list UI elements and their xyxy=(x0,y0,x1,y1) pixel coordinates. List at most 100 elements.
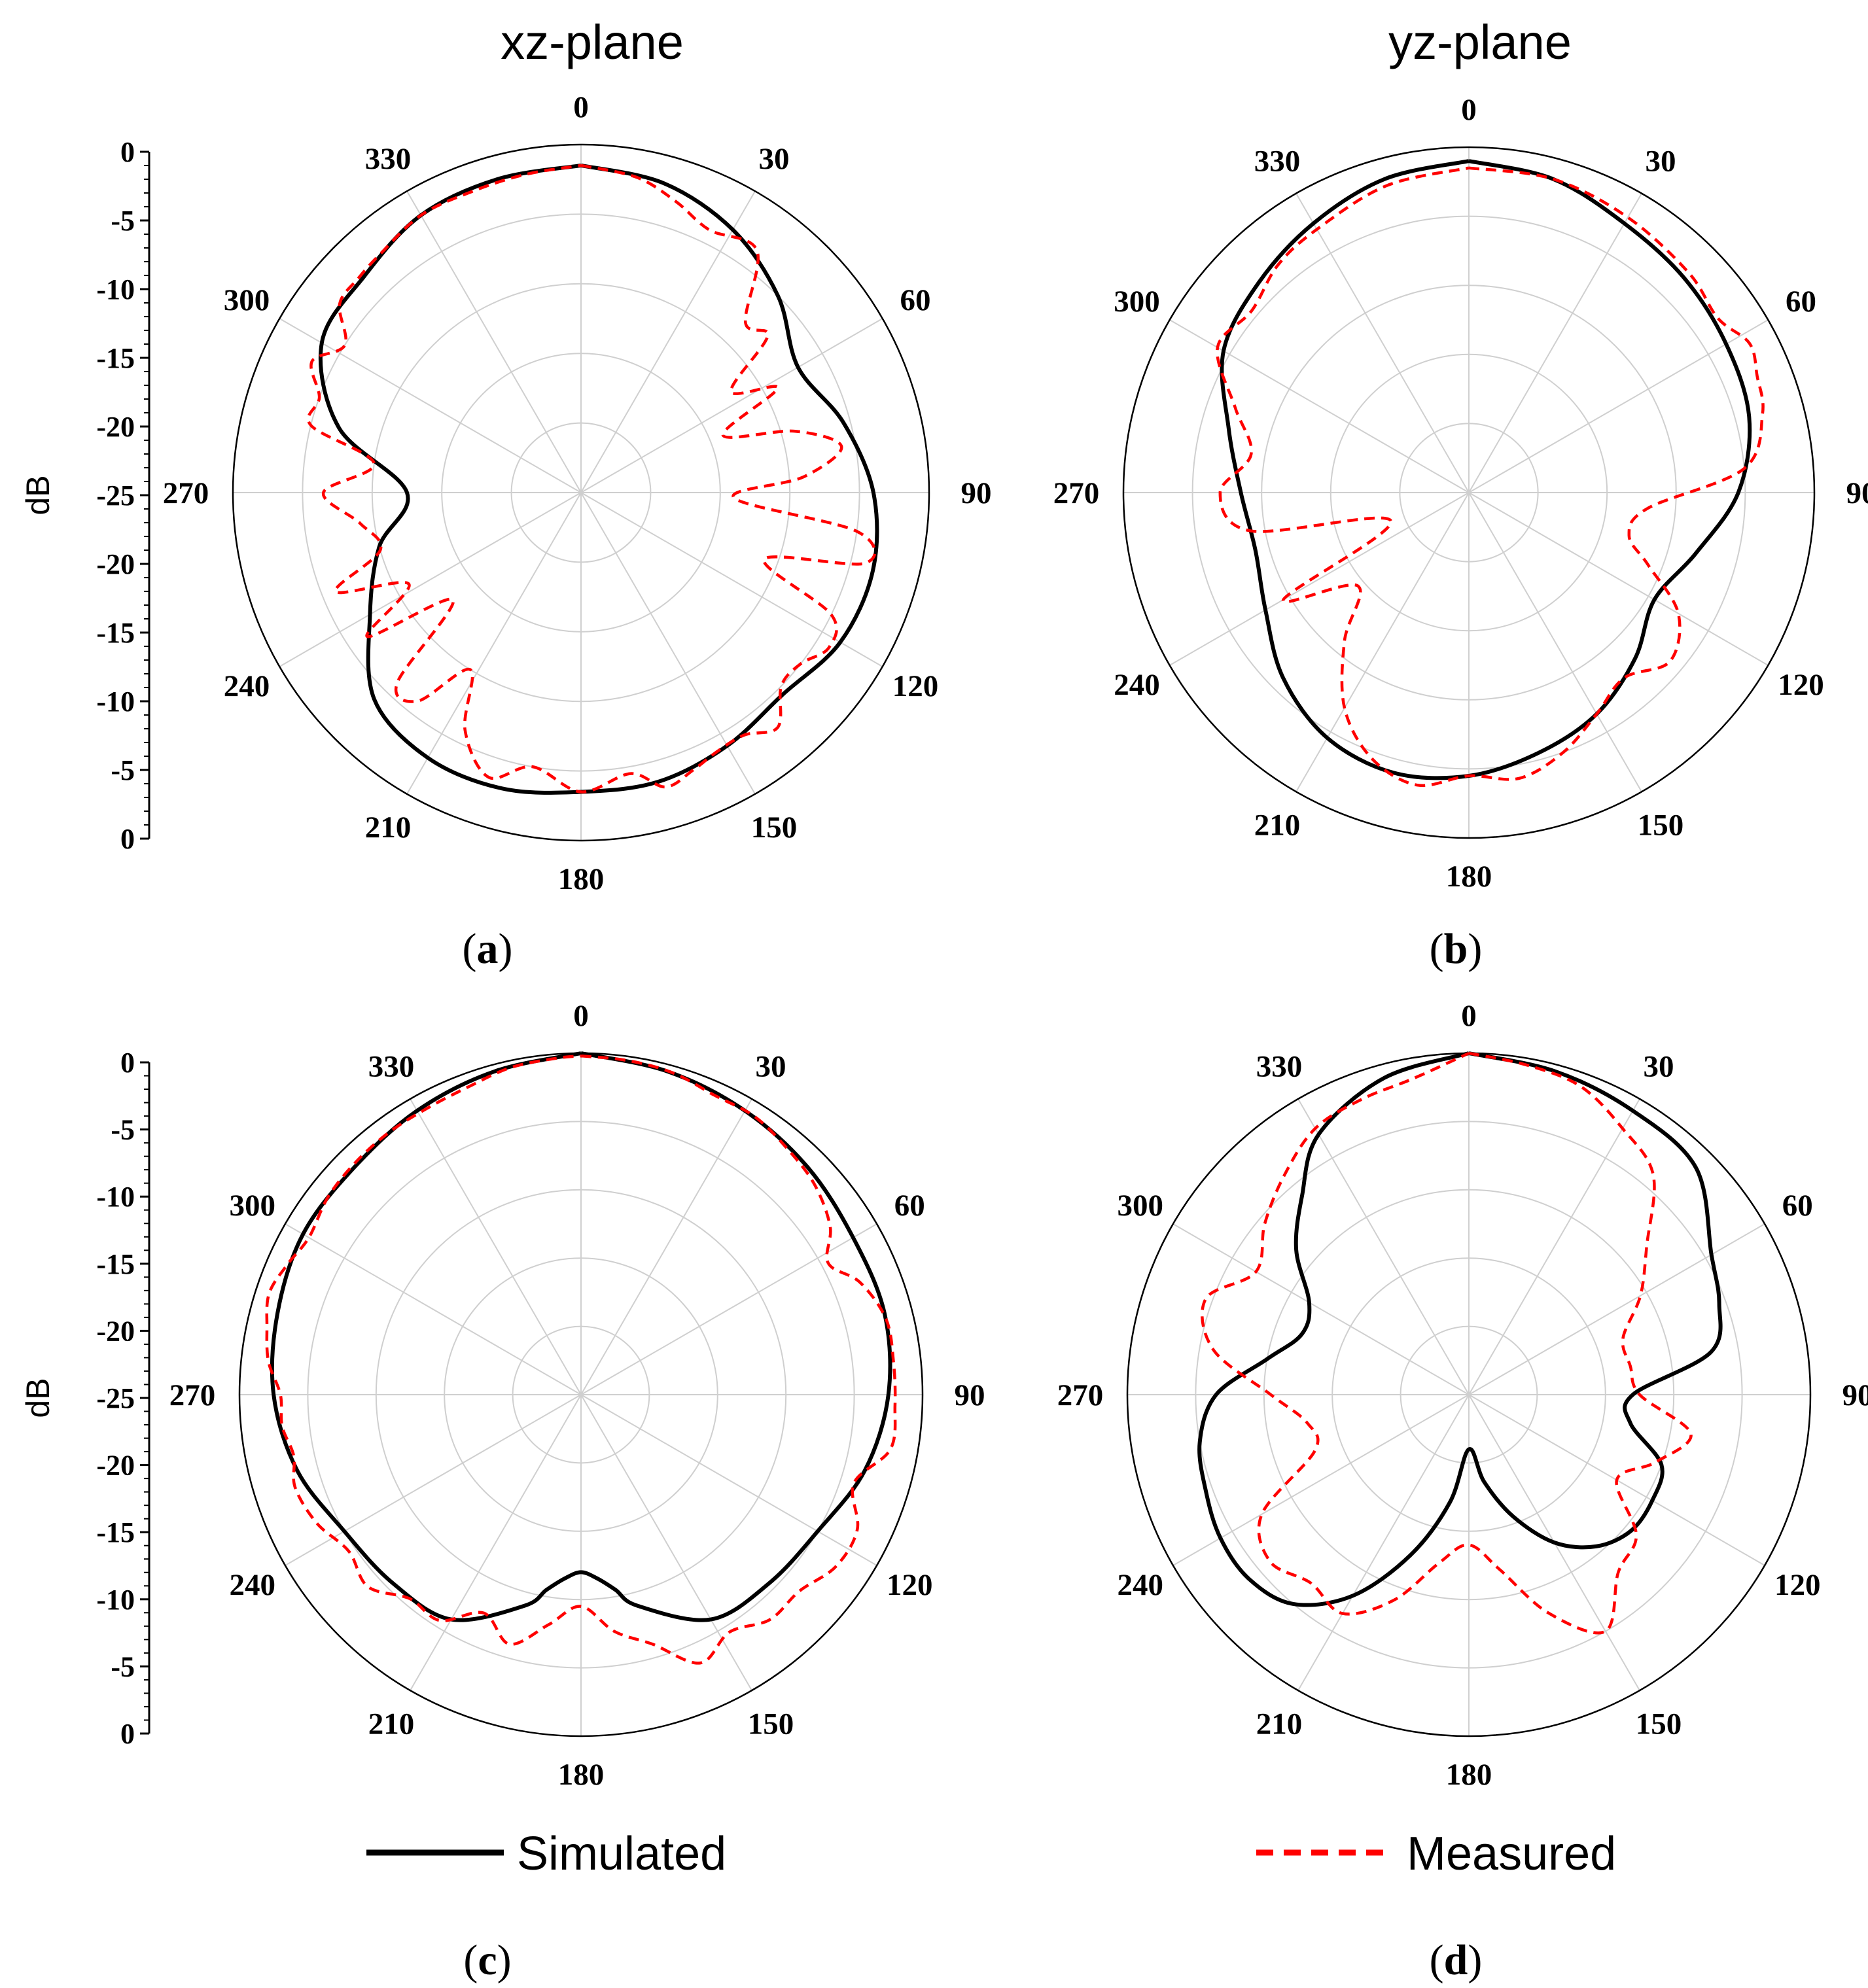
db-scale-label: -15 xyxy=(96,617,135,649)
angle-label-300: 300 xyxy=(1117,1189,1163,1223)
polar-outer-circle xyxy=(1122,146,1816,839)
angle-label-180: 180 xyxy=(1446,860,1492,894)
caption-b: (b) xyxy=(1430,925,1483,973)
angle-label-120: 120 xyxy=(1774,1568,1821,1602)
grid-ring xyxy=(1263,1189,1675,1601)
db-scale: 0 -5 -10 -15 -20 -25 -20 -15 -10 -5 0 dB xyxy=(20,1047,150,1750)
angle-label-210: 210 xyxy=(1256,1707,1303,1741)
db-scale-title: dB xyxy=(20,475,56,515)
grid-ring xyxy=(375,1189,787,1601)
angle-label-240: 240 xyxy=(1117,1568,1163,1602)
series-measured-line xyxy=(1201,1051,1693,1635)
grid-ring xyxy=(1400,1325,1538,1464)
angle-label-0: 0 xyxy=(573,90,589,124)
db-scale-label: -15 xyxy=(96,1248,135,1280)
angle-label-90: 90 xyxy=(1842,1378,1868,1412)
polar-chart-b: 0 30 60 90 120 150 180 210 240 270 300 330 xyxy=(1053,93,1868,894)
grid-spoke-240 xyxy=(1169,492,1470,666)
db-scale-label: 0 xyxy=(120,136,135,168)
angle-label-90: 90 xyxy=(1846,476,1868,510)
db-scale-label: 0 xyxy=(120,1718,135,1750)
angle-label-330: 330 xyxy=(365,142,412,176)
angle-label-0: 0 xyxy=(573,999,589,1033)
angle-label-210: 210 xyxy=(365,811,412,845)
grid-ring xyxy=(371,283,791,703)
grid-ring xyxy=(510,422,652,563)
grid-spoke-300 xyxy=(1172,1223,1470,1395)
db-scale-label: 0 xyxy=(120,1047,135,1079)
angle-label-270: 270 xyxy=(1053,476,1100,510)
grid-spoke-30 xyxy=(1468,193,1642,493)
grid-spoke-150 xyxy=(580,1394,752,1691)
angle-label-60: 60 xyxy=(894,1189,925,1223)
grid-spoke-150 xyxy=(580,492,756,795)
series-measured-line xyxy=(1216,166,1765,788)
grid-spoke-330 xyxy=(410,1098,582,1395)
grid-spoke-120 xyxy=(580,1394,877,1566)
angle-label-300: 300 xyxy=(224,283,270,317)
grid-spoke-300 xyxy=(279,318,582,493)
db-scale-label: -25 xyxy=(96,1382,135,1414)
grid-spoke-60 xyxy=(1468,319,1769,493)
angle-label-210: 210 xyxy=(368,1707,415,1741)
db-scale-label: -20 xyxy=(96,411,135,443)
polar-outer-circle xyxy=(232,143,930,842)
caption-d: (d) xyxy=(1430,1936,1483,1984)
grid-spoke-330 xyxy=(1297,1098,1470,1395)
angle-label-60: 60 xyxy=(900,283,930,317)
angle-label-270: 270 xyxy=(163,476,209,510)
angle-label-90: 90 xyxy=(961,476,992,510)
angle-label-210: 210 xyxy=(1254,808,1301,842)
db-scale-label: -5 xyxy=(111,1650,135,1683)
grid-spoke-240 xyxy=(279,492,582,667)
series-simulated-line xyxy=(270,1051,892,1622)
grid-spoke-240 xyxy=(1172,1394,1470,1566)
legend-measured-label: Measured xyxy=(1407,1828,1616,1880)
grid-ring xyxy=(1331,1257,1606,1532)
grid-ring xyxy=(512,1325,650,1464)
grid-ring xyxy=(441,353,721,633)
series-measured-line xyxy=(265,1054,897,1665)
angle-label-300: 300 xyxy=(229,1189,275,1223)
db-scale-label: -10 xyxy=(96,1181,135,1213)
angle-label-330: 330 xyxy=(1256,1050,1303,1084)
db-scale-label: -5 xyxy=(111,1114,135,1146)
angle-label-30: 30 xyxy=(1646,145,1676,179)
grid-spoke-210 xyxy=(1297,1394,1470,1691)
grid-spoke-60 xyxy=(1468,1223,1765,1395)
grid-spoke-120 xyxy=(580,492,883,667)
angle-label-180: 180 xyxy=(558,1758,605,1792)
series-measured-line xyxy=(306,164,877,793)
angle-label-180: 180 xyxy=(1446,1758,1492,1792)
angle-label-90: 90 xyxy=(955,1378,985,1412)
angle-label-60: 60 xyxy=(1786,285,1816,319)
caption-a-letter: a xyxy=(477,925,499,973)
grid-ring xyxy=(1330,353,1608,632)
angle-label-270: 270 xyxy=(169,1378,216,1412)
db-scale-label: 0 xyxy=(120,823,135,855)
angle-label-270: 270 xyxy=(1057,1378,1104,1412)
grid-spoke-210 xyxy=(410,1394,582,1691)
db-scale-label: -25 xyxy=(96,480,135,512)
column-title-yz: yz-plane xyxy=(1388,15,1572,69)
grid-spoke-210 xyxy=(406,492,582,795)
angle-label-240: 240 xyxy=(224,669,270,703)
caption-a: (a) xyxy=(463,925,513,973)
angle-label-60: 60 xyxy=(1782,1189,1813,1223)
angle-label-120: 120 xyxy=(887,1568,933,1602)
grid-spoke-330 xyxy=(1295,193,1470,493)
grid-spoke-30 xyxy=(580,1098,752,1395)
db-scale-label: -20 xyxy=(96,548,135,580)
angle-label-150: 150 xyxy=(751,811,798,845)
polar-chart-a: 0 30 60 90 120 150 180 210 240 270 300 330 0 -5 -10 -15… xyxy=(20,90,992,896)
caption-c-letter: c xyxy=(478,1936,497,1984)
angle-label-300: 300 xyxy=(1114,285,1160,319)
grid-spoke-60 xyxy=(580,318,883,493)
polar-chart-d: 0 30 60 90 120 150 180 210 240 270 300 330 xyxy=(1057,999,1868,1792)
legend-simulated-label: Simulated xyxy=(517,1828,726,1880)
grid-spoke-60 xyxy=(580,1223,877,1395)
angle-label-150: 150 xyxy=(1638,808,1684,842)
caption-b-letter: b xyxy=(1444,925,1468,973)
angle-label-0: 0 xyxy=(1461,999,1477,1033)
